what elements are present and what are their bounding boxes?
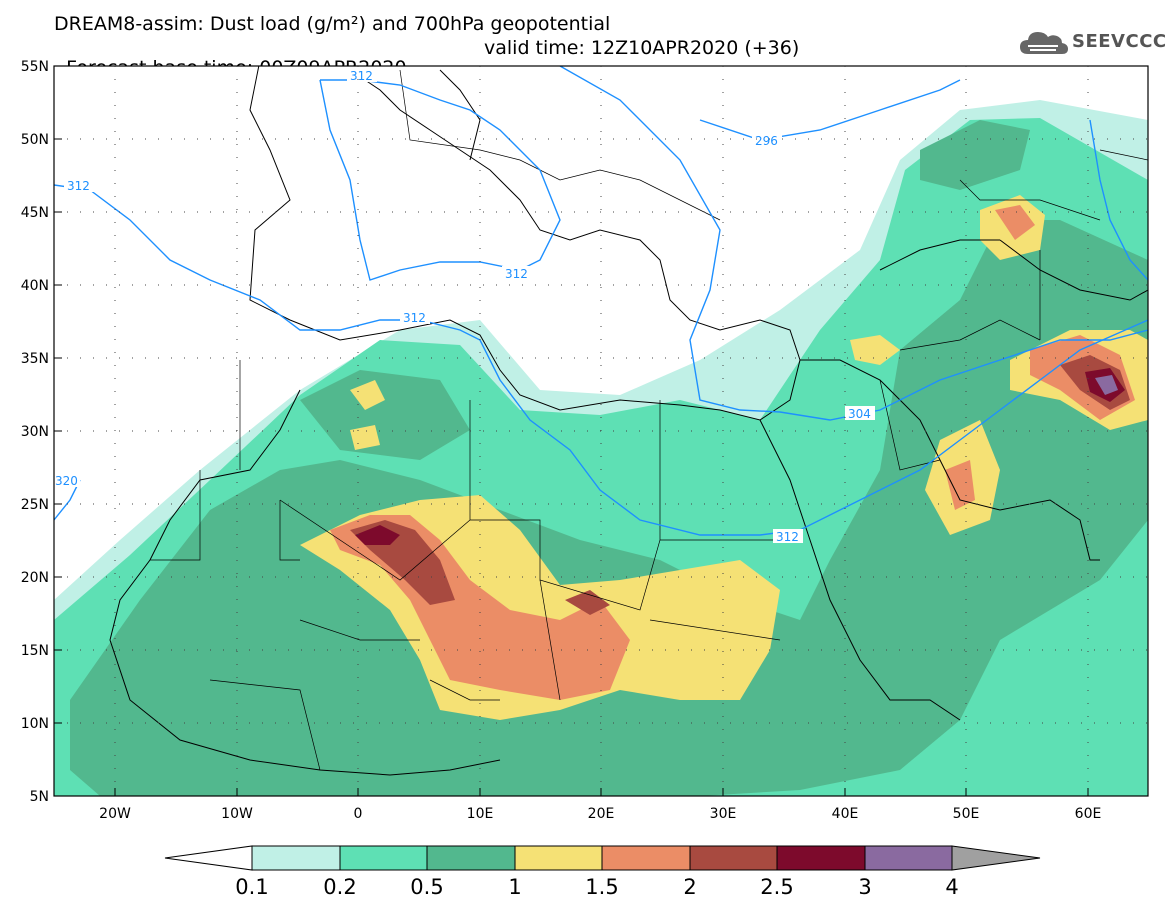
lat-label: 20N <box>21 570 49 586</box>
lat-label: 50N <box>21 132 49 148</box>
lat-lon-grid <box>54 66 1148 796</box>
seevccc-logo: SEEVCCC <box>1018 26 1165 58</box>
axis-ticks <box>54 65 1089 796</box>
lat-label: 55N <box>21 59 49 75</box>
lon-label: 50E <box>953 806 980 822</box>
contour-label: 312 <box>350 69 373 83</box>
lon-label: 10W <box>221 806 253 822</box>
contour-label: 312 <box>403 311 426 325</box>
contour-label: 296 <box>755 134 778 148</box>
colorbar-low-arrow <box>164 845 253 871</box>
contour-label: 312 <box>776 530 799 544</box>
colorbar-label: 3 <box>858 875 871 899</box>
colorbar-label: 2.5 <box>760 875 793 899</box>
colorbar-segment <box>514 845 603 871</box>
colorbar-segment <box>689 845 778 871</box>
colorbar-label: 0.2 <box>323 875 356 899</box>
colorbar-high-arrow <box>951 845 1041 871</box>
colorbar-label: 1.5 <box>585 875 618 899</box>
colorbar-label: 0.5 <box>410 875 443 899</box>
colorbar-segment <box>426 845 516 871</box>
colorbar-segment <box>251 845 341 871</box>
colorbar-label: 1 <box>508 875 521 899</box>
lat-label: 15N <box>21 643 49 659</box>
lon-label: 60E <box>1075 806 1102 822</box>
contour-label: 304 <box>848 407 871 421</box>
contour-label: 312 <box>67 179 90 193</box>
colorbar-label: 0.1 <box>235 875 268 899</box>
colorbar-segment <box>864 845 953 871</box>
colorbar-label: 2 <box>683 875 696 899</box>
lon-label: 30E <box>710 806 737 822</box>
contour-label: 320 <box>55 474 78 488</box>
lon-label: 10E <box>467 806 494 822</box>
colorbar-segment <box>339 845 428 871</box>
colorbar-label: 4 <box>945 875 958 899</box>
contour-label: 312 <box>505 267 528 281</box>
lon-label: 0 <box>354 806 363 822</box>
lon-label: 40E <box>832 806 859 822</box>
colorbar: 0.1 0.2 0.5 1 1.5 2 2.5 3 4 <box>164 845 1041 899</box>
colorbar-segment <box>601 845 691 871</box>
longitude-labels: 20W 10W 0 10E 20E 30E 40E 50E 60E <box>99 806 1101 822</box>
lat-label: 5N <box>30 789 49 805</box>
latitude-labels: 55N 50N 45N 40N 35N 30N 25N 20N 15N 10N … <box>21 59 49 805</box>
title-line-1: DREAM8-assim: Dust load (g/m²) and 700hP… <box>54 13 611 35</box>
lon-label: 20E <box>588 806 615 822</box>
lon-label: 20W <box>99 806 131 822</box>
country-borders <box>150 69 1148 771</box>
cloud-icon <box>1020 32 1068 54</box>
lat-label: 35N <box>21 351 49 367</box>
logo-text: SEEVCCC <box>1072 31 1165 52</box>
geopotential-contours <box>54 66 1148 536</box>
valid-time: valid time: 12Z10APR2020 (+36) <box>484 37 800 59</box>
colorbar-segment <box>776 845 866 871</box>
lat-label: 10N <box>21 716 49 732</box>
coastlines <box>109 66 1148 776</box>
lat-label: 45N <box>21 205 49 221</box>
lat-label: 30N <box>21 424 49 440</box>
lat-label: 25N <box>21 497 49 513</box>
contour-labels: 312 312 312 312 296 304 312 320 <box>54 68 875 544</box>
lat-label: 40N <box>21 278 49 294</box>
